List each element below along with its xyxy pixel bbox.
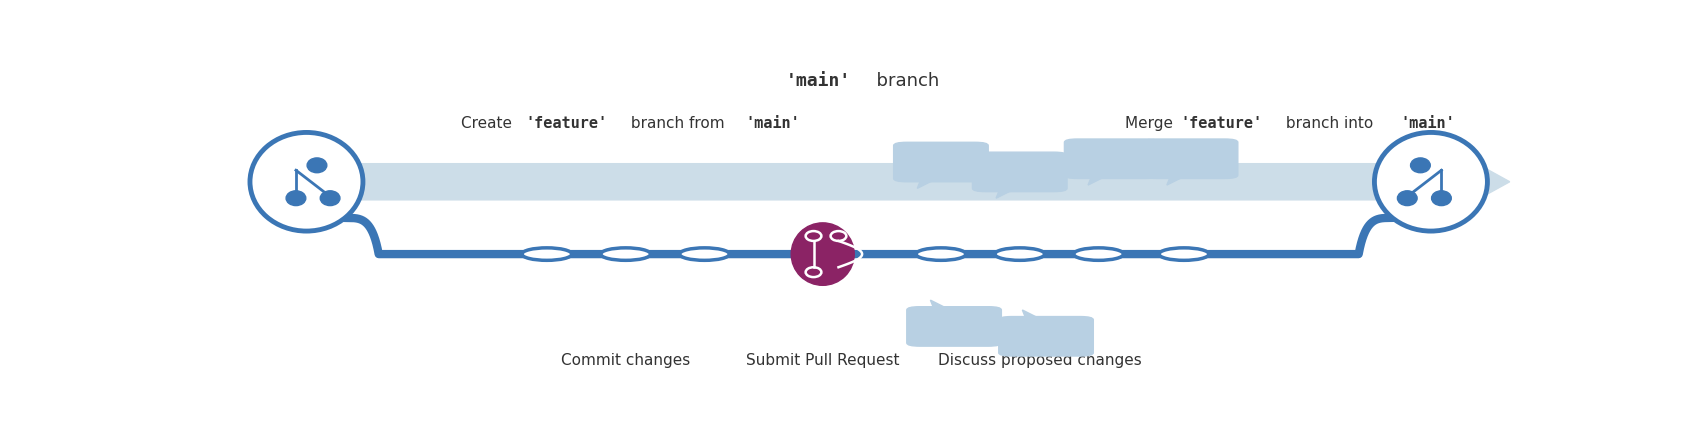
Polygon shape [1166, 176, 1186, 186]
Ellipse shape [1073, 248, 1124, 261]
Polygon shape [1022, 310, 1042, 320]
Polygon shape [931, 300, 951, 310]
Ellipse shape [1410, 158, 1431, 173]
Ellipse shape [1397, 191, 1417, 206]
FancyBboxPatch shape [973, 153, 1068, 192]
Polygon shape [997, 189, 1015, 199]
Ellipse shape [1432, 191, 1451, 206]
FancyBboxPatch shape [1142, 140, 1237, 179]
Ellipse shape [831, 232, 846, 242]
Ellipse shape [522, 248, 571, 261]
FancyBboxPatch shape [893, 143, 988, 182]
Ellipse shape [995, 248, 1044, 261]
Ellipse shape [249, 133, 363, 232]
Polygon shape [1088, 176, 1109, 186]
Text: 'main': 'main' [1400, 116, 1454, 131]
Ellipse shape [915, 248, 966, 261]
Text: branch: branch [864, 72, 939, 89]
Ellipse shape [600, 248, 651, 261]
FancyBboxPatch shape [907, 307, 1002, 346]
Text: Create: Create [461, 116, 517, 131]
Ellipse shape [320, 191, 341, 206]
Text: 'main': 'main' [785, 72, 851, 89]
Ellipse shape [680, 248, 729, 261]
Ellipse shape [1159, 248, 1209, 261]
FancyBboxPatch shape [1064, 140, 1159, 179]
Text: 'feature': 'feature' [525, 116, 609, 131]
Text: Commit changes: Commit changes [561, 352, 690, 367]
FancyArrow shape [300, 164, 1510, 200]
Text: Discuss proposed changes: Discuss proposed changes [937, 352, 1141, 367]
Text: Submit Pull Request: Submit Pull Request [746, 352, 900, 367]
Text: 'feature': 'feature' [1180, 116, 1263, 131]
Text: branch into: branch into [1280, 116, 1378, 131]
Text: 'main': 'main' [746, 116, 800, 131]
Polygon shape [917, 179, 937, 189]
Ellipse shape [792, 223, 854, 286]
Ellipse shape [307, 158, 327, 173]
Text: Merge: Merge [1125, 116, 1178, 131]
Text: branch from: branch from [627, 116, 731, 131]
Ellipse shape [805, 268, 822, 277]
Ellipse shape [805, 232, 822, 242]
Ellipse shape [1375, 133, 1488, 232]
Ellipse shape [286, 191, 305, 206]
FancyBboxPatch shape [998, 317, 1093, 356]
